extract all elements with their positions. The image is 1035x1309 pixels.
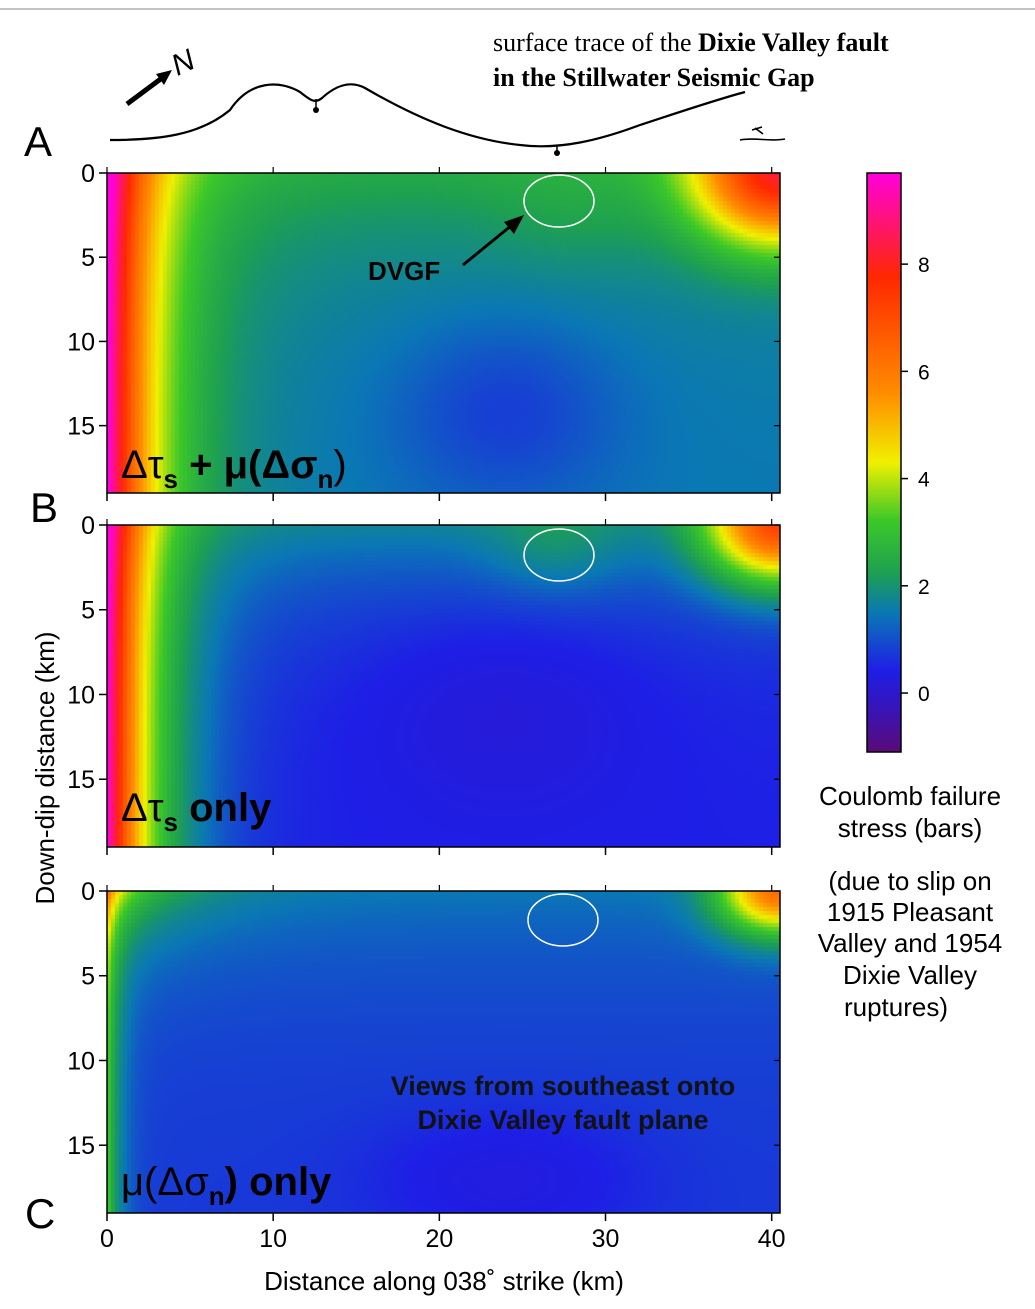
panel-letter-b: B (30, 484, 58, 531)
colorbar-label-line2: stress (bars) (838, 813, 982, 843)
dvgf-ellipse-a (523, 174, 595, 228)
x-tick-label: 30 (592, 1225, 620, 1253)
colorbar-note-line3: Valley and 1954 (818, 928, 1003, 958)
y-tick-label: 0 (81, 512, 95, 540)
y-tick-label: 5 (81, 597, 95, 625)
colorbar-note-line4: Dixie Valley (843, 960, 977, 990)
y-tick-label: 15 (67, 1132, 95, 1160)
y-tick-label: 10 (67, 681, 95, 709)
colorbar-tick-label: 2 (918, 576, 930, 599)
colorbar-note-line2: 1915 Pleasant (827, 897, 994, 927)
panel-letter-a: A (24, 118, 52, 165)
dvgf-arrow-icon (462, 215, 524, 267)
colorbar-ticks: 0 2 4 6 8 (901, 254, 930, 706)
y-tick-label: 10 (67, 328, 95, 356)
y-tick-label: 5 (81, 244, 95, 272)
heatmap-panel-c (107, 891, 780, 1213)
heatmap-panel-a (107, 173, 780, 493)
views-note-line1: Views from southeast onto (391, 1071, 736, 1101)
colorbar-tick-label: 6 (918, 361, 930, 384)
x-tick-label: 10 (259, 1225, 287, 1253)
views-note-line2: Dixie Valley fault plane (417, 1105, 708, 1135)
axes: 0 5 10 15 0 5 10 15 0 5 10 15 0 10 20 30 40 (67, 160, 785, 1253)
x-tick-label: 20 (425, 1225, 453, 1253)
dvgf-label: DVGF (368, 256, 440, 286)
colorbar (866, 172, 902, 753)
panel-a-frame (106, 172, 781, 494)
panel-b-formula: Δτs only (121, 786, 272, 837)
y-tick-label: 5 (81, 963, 95, 991)
colorbar-note-line1: (due to slip on (828, 866, 991, 896)
colorbar-label-line1: Coulomb failure (819, 781, 1001, 811)
x-axis-label: Distance along 038˚ strike (km) (264, 1266, 624, 1296)
panel-a-formula: Δτs + μ(Δσn) (121, 443, 347, 494)
panel-b-frame (106, 524, 781, 848)
y-tick-label: 15 (67, 766, 95, 794)
y-tick-label: 0 (81, 160, 95, 188)
north-label: N (166, 43, 200, 82)
dvgf-ellipse-c (527, 893, 599, 947)
y-tick-label: 10 (67, 1047, 95, 1075)
x-tick-label: 40 (758, 1225, 786, 1253)
panel-c-formula: μ(Δσn) only (121, 1160, 332, 1211)
panel-c-frame (106, 890, 781, 1214)
north-arrow-icon: N (125, 43, 200, 107)
heatmap-panel-b (107, 525, 780, 847)
colorbar-tick-label: 0 (918, 683, 930, 706)
y-tick-label: 15 (67, 413, 95, 441)
surface-trace (109, 83, 786, 156)
trace-title-line1: surface trace of the Dixie Valley fault (493, 28, 889, 57)
panel-letter-c: C (25, 1190, 55, 1237)
dvgf-ellipse-b (523, 528, 595, 582)
y-axis-label: Down-dip distance (km) (30, 631, 60, 904)
x-tick-label: 0 (100, 1225, 114, 1253)
colorbar-note-line5: ruptures) (844, 992, 948, 1022)
colorbar-tick-label: 4 (918, 469, 930, 492)
colorbar-tick-label: 8 (918, 254, 930, 277)
trace-title-line2: in the Stillwater Seismic Gap (493, 63, 815, 92)
y-tick-label: 0 (81, 878, 95, 906)
